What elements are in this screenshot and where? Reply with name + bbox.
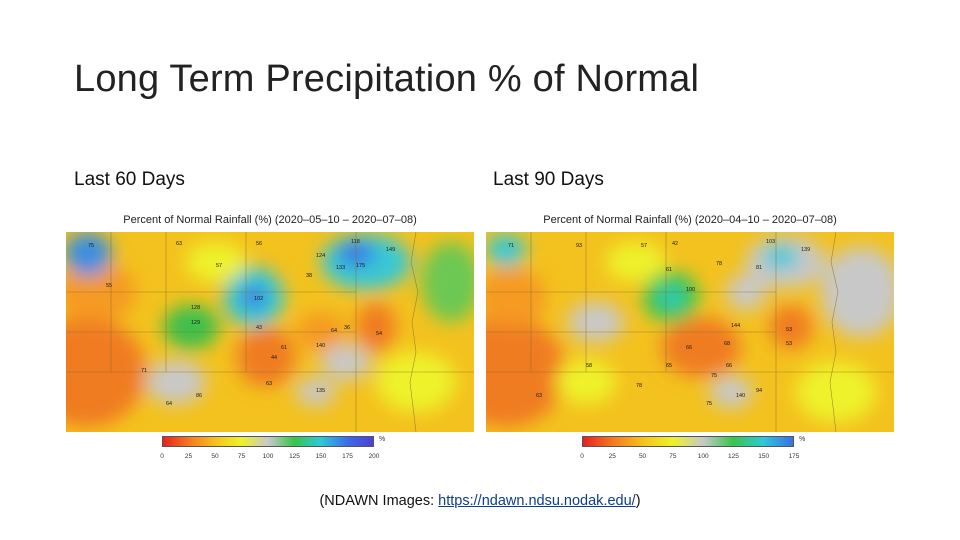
legend-tick-label: 200 [368, 453, 380, 460]
station-value: 66 [686, 345, 692, 351]
station-value: 75 [706, 401, 712, 407]
station-value: 53 [786, 327, 792, 333]
legend-tick-label: 175 [788, 453, 800, 460]
station-value: 144 [731, 323, 740, 329]
station-value: 63 [266, 381, 272, 387]
station-value: 86 [196, 393, 202, 399]
station-value: 133 [336, 265, 345, 271]
station-value: 63 [176, 241, 182, 247]
station-value: 71 [508, 243, 514, 249]
legend-tick-label: 125 [727, 453, 739, 460]
image-source-credit: (NDAWN Images: https://ndawn.ndsu.nodak.… [0, 493, 960, 509]
legend-tick-label: 100 [697, 453, 709, 460]
station-value: 75 [88, 243, 94, 249]
station-value: 64 [166, 401, 172, 407]
map-panel-90-days: Percent of Normal Rainfall (%) (2020–04–… [486, 212, 894, 464]
legend-ticks: 0 25 50 75 100 125 150 175 200 [66, 453, 474, 463]
station-value: 57 [216, 263, 222, 269]
legend-tick-label: 25 [184, 453, 193, 460]
station-value: 118 [351, 239, 360, 245]
station-value: 140 [316, 343, 325, 349]
station-value: 53 [786, 341, 792, 347]
station-value: 93 [576, 243, 582, 249]
legend-tick-label: 25 [608, 453, 616, 460]
precipitation-map: 71 93 57 42 103 139 81 78 61 100 144 53 53 66 68 66 65 75… [486, 232, 894, 432]
legend-tick-label: 50 [638, 453, 647, 460]
station-value: 68 [724, 341, 730, 347]
station-value: 61 [281, 345, 287, 351]
station-value: 124 [316, 253, 325, 259]
map-title: Percent of Normal Rainfall (%) (2020–05–… [123, 214, 417, 226]
legend-tick-label: 75 [237, 453, 246, 460]
station-value: 103 [766, 239, 775, 245]
station-value: 78 [716, 261, 722, 267]
color-legend-bar [582, 436, 794, 447]
legend-unit: % [379, 436, 386, 443]
station-value: 63 [536, 393, 542, 399]
station-value: 81 [756, 265, 762, 271]
panel-label-60-days: Last 60 Days [74, 169, 185, 190]
legend-tick-label: 150 [758, 453, 770, 460]
station-value: 57 [641, 243, 647, 249]
station-value: 58 [586, 363, 592, 369]
station-value: 54 [376, 331, 382, 337]
source-prefix: (NDAWN Images: [319, 493, 439, 509]
station-value: 75 [711, 373, 717, 379]
legend-tick-label: 0 [580, 453, 584, 460]
station-value: 44 [271, 355, 277, 361]
station-value: 140 [736, 393, 745, 399]
station-value: 43 [256, 325, 262, 331]
station-value: 71 [141, 368, 147, 374]
map-panel-60-days: Percent of Normal Rainfall (%) (2020–05–… [66, 212, 474, 464]
station-value: 42 [672, 241, 678, 247]
station-value: 94 [756, 388, 762, 394]
station-value: 129 [191, 320, 200, 326]
station-value: 65 [666, 363, 672, 369]
source-suffix: ) [635, 493, 641, 509]
legend-tick-label: 100 [262, 453, 274, 460]
station-value: 36 [344, 325, 350, 331]
ndawn-link[interactable]: https://ndawn.ndsu.nodak.edu/ [438, 493, 636, 509]
legend-ticks: 0 25 50 75 100 125 150 175 [486, 453, 894, 463]
station-value: 78 [636, 383, 642, 389]
map-title: Percent of Normal Rainfall (%) (2020–04–… [543, 214, 837, 226]
station-value: 139 [801, 247, 810, 253]
station-value: 100 [686, 287, 695, 293]
station-value: 56 [256, 241, 262, 247]
station-value: 128 [191, 305, 200, 311]
station-value: 149 [386, 247, 395, 253]
station-value: 61 [666, 267, 672, 273]
station-value: 38 [306, 273, 312, 279]
station-value: 55 [106, 283, 112, 289]
station-value: 135 [316, 388, 325, 394]
station-value: 64 [331, 328, 337, 334]
slide-title: Long Term Precipitation % of Normal [74, 58, 700, 100]
panel-label-90-days: Last 90 Days [493, 169, 604, 190]
legend-tick-label: 175 [342, 453, 353, 460]
legend-unit: % [799, 436, 806, 443]
legend-tick-label: 150 [315, 453, 327, 460]
station-value: 66 [726, 363, 732, 369]
legend-tick-label: 75 [669, 453, 677, 460]
color-legend-bar [162, 436, 374, 447]
precipitation-map: 75 63 56 118 149 124 57 38 133 175 102 128 129 55 43 64… [66, 232, 474, 432]
station-value: 102 [254, 296, 263, 302]
legend-tick-label: 0 [160, 453, 164, 460]
legend-tick-label: 50 [211, 453, 219, 460]
legend-tick-label: 125 [289, 453, 300, 460]
station-value: 175 [356, 263, 365, 269]
